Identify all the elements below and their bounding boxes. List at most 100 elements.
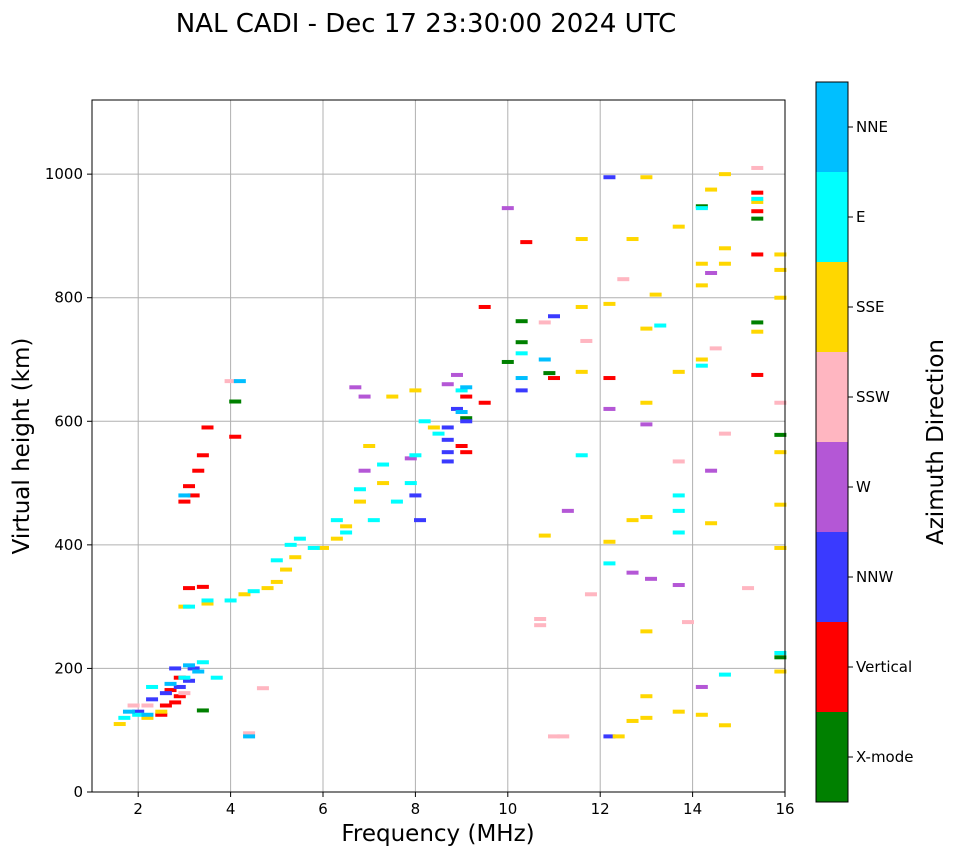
colorbar-swatch (816, 352, 848, 442)
echo-point-ssw (224, 379, 237, 384)
echo-point-nnw (146, 697, 159, 702)
echo-point-e (432, 431, 445, 436)
y-axis-label: Virtual height (km) (9, 338, 35, 555)
echo-point-ssw (127, 703, 140, 708)
colorbar-tick-label: W (856, 478, 871, 496)
echo-point-ssw (774, 400, 787, 405)
echo-point-w (626, 570, 639, 575)
echo-point-e (201, 598, 214, 603)
echo-point-nne (164, 681, 177, 686)
echo-point-ssw (534, 617, 547, 621)
echo-point-ssw (681, 620, 694, 625)
echo-point-nne (192, 669, 205, 674)
echo-point-w (404, 456, 417, 461)
echo-point-e (196, 660, 209, 665)
echo-point-sse (774, 267, 787, 272)
echo-point-vertical (196, 584, 209, 589)
echo-point-e (224, 598, 237, 603)
echo-point-vertical (548, 376, 560, 381)
echo-point-ssw (178, 691, 191, 696)
echo-point-sse (774, 450, 787, 455)
echo-point-e (390, 499, 403, 504)
echo-point-vertical (478, 400, 491, 405)
x-tick-label: 14 (683, 800, 702, 818)
echo-point-e (409, 453, 422, 458)
echo-point-w (672, 583, 685, 588)
echo-point-sse (201, 601, 214, 606)
echo-point-nne (460, 385, 473, 390)
echo-point-e (307, 545, 320, 550)
x-tick-label: 16 (775, 800, 794, 818)
echo-point-sse (774, 295, 787, 300)
echo-point-w (695, 684, 708, 689)
echo-point-vertical (196, 453, 209, 458)
echo-point-vertical (187, 493, 200, 498)
x-tick-label: 6 (318, 800, 328, 818)
echo-point-e (377, 462, 390, 467)
echo-point-sse (280, 567, 293, 572)
plot-frame (91, 99, 786, 793)
colorbar-swatch (816, 712, 848, 802)
echo-point-sse (626, 518, 639, 523)
echo-point-vertical (751, 209, 764, 214)
echo-point-sse (289, 555, 302, 560)
echo-point-sse (774, 669, 787, 674)
echo-point-e (330, 518, 343, 523)
echo-point-e (270, 558, 283, 563)
echo-point-sse (363, 444, 376, 448)
echo-point-nnw (187, 666, 200, 671)
echo-point-vertical (460, 394, 473, 399)
echo-point-w (358, 468, 371, 473)
colorbar-swatch (816, 172, 848, 262)
colorbar-tick-label: E (856, 208, 865, 226)
echo-point-nnw (159, 691, 172, 696)
echo-point-nne (141, 712, 154, 717)
echo-point-x-mode (460, 416, 473, 421)
echo-point-w (561, 508, 574, 513)
echo-point-sse (640, 694, 653, 699)
echo-point-sse (774, 502, 787, 507)
y-tick-label: 800 (54, 289, 83, 307)
echo-point-x-mode (501, 359, 514, 364)
echo-point-nne (122, 709, 135, 714)
echo-point-vertical (164, 688, 177, 693)
echo-point-vertical (173, 694, 186, 699)
echo-point-ssw (617, 277, 630, 282)
echo-point-ssw (548, 734, 560, 739)
colorbar-tick-label: SSE (856, 298, 885, 316)
colorbar-frame (815, 81, 849, 803)
echo-point-vertical (751, 190, 764, 195)
echo-point-w (358, 394, 371, 399)
x-tick-label: 8 (411, 800, 421, 818)
echo-point-ssw (243, 731, 256, 736)
echo-point-nnw (603, 175, 616, 180)
echo-point-nne (178, 493, 191, 498)
x-axis-label: Frequency (MHz) (341, 821, 534, 847)
colorbar-swatch (816, 262, 848, 352)
echo-point-sse (774, 252, 787, 257)
colorbar-tick-label: SSW (856, 388, 890, 406)
echo-point-vertical (478, 304, 491, 309)
echo-point-ssw (557, 734, 570, 739)
chart-title: NAL CADI - Dec 17 23:30:00 2024 UTC (176, 9, 676, 39)
echo-point-ssw (751, 165, 764, 170)
echo-point-sse (575, 369, 588, 374)
echo-point-e (284, 542, 297, 547)
echo-point-nnw (441, 459, 454, 464)
x-axis-ticks: 2 4 6 8 10 12 14 16 (133, 792, 795, 818)
echo-point-sse (649, 292, 662, 297)
echo-point-sse (695, 712, 708, 717)
echo-point-e (183, 604, 196, 609)
colorbar-tick-label: X-mode (856, 748, 913, 766)
y-tick-label: 1000 (45, 165, 83, 183)
echo-point-sse (377, 481, 390, 486)
x-tick-label: 4 (226, 800, 236, 818)
colorbar: X-mode Vertical NNW W SSW SSE E NNE (815, 81, 913, 803)
echo-point-e (455, 388, 468, 393)
echo-point-sse (386, 394, 399, 399)
echo-point-w (640, 422, 653, 427)
echo-point-sse (774, 545, 787, 550)
echo-point-sse (626, 718, 639, 723)
x-tick-label: 2 (133, 800, 143, 818)
echo-point-nnw (409, 493, 422, 498)
